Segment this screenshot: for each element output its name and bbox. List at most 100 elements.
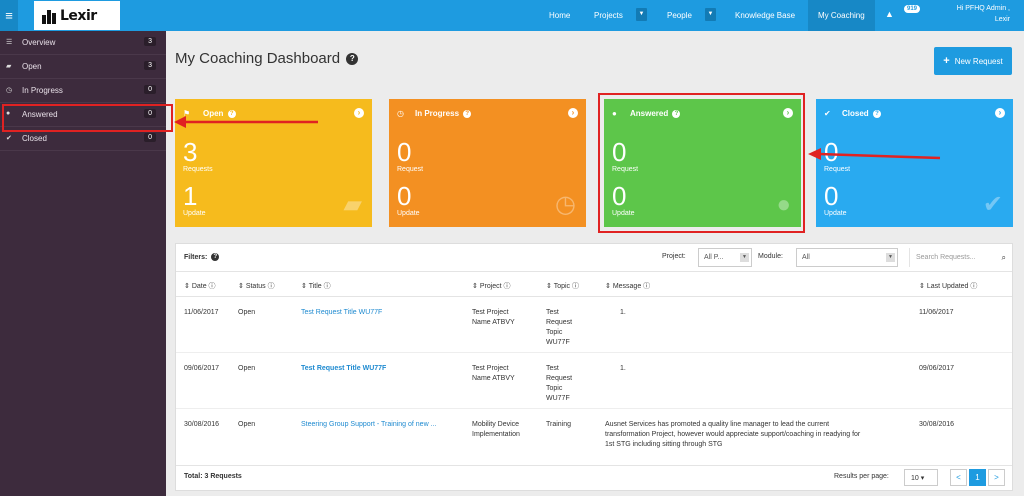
card-label-requests: Request <box>612 166 639 173</box>
total-requests: Total: 3 Requests <box>184 473 242 480</box>
new-request-label: New Request <box>954 56 1003 66</box>
cell-topic: Test Request Topic WU77F <box>546 365 573 402</box>
list-icon: ☰ <box>6 39 13 46</box>
sidebar-item-label: In Progress <box>22 86 63 95</box>
nav-people[interactable]: People <box>667 11 692 20</box>
card-count-requests: 0 <box>397 137 412 167</box>
card-arrow-icon[interactable]: › <box>568 108 578 118</box>
comment-icon: ● <box>776 191 792 218</box>
nav-my-coaching[interactable]: My Coaching <box>808 0 875 31</box>
nav-knowledge-base[interactable]: Knowledge Base <box>735 11 796 20</box>
sidebar-item-closed[interactable]: ✔ Closed 0 <box>0 127 166 151</box>
project-filter-label: Project: <box>662 253 686 260</box>
check-icon: ✔ <box>824 109 831 118</box>
module-filter-label: Module: <box>758 253 783 260</box>
cell-date: 09/06/2017 <box>184 365 220 372</box>
card-arrow-icon[interactable]: › <box>995 108 1005 118</box>
user-menu[interactable]: Hi PFHQ Admin , Lexir <box>930 3 1010 25</box>
comment-icon: ● <box>6 110 11 117</box>
cell-message: 1. <box>620 365 626 372</box>
cell-date: 11/06/2017 <box>184 309 219 316</box>
cell-title-link[interactable]: Test Request Title WU77F <box>301 309 383 316</box>
cell-title-link[interactable]: Test Request Title WU77F <box>301 365 387 372</box>
clock-icon: ◷ <box>397 109 404 118</box>
folder-icon: ▰ <box>343 191 362 218</box>
sidebar-item-label: Answered <box>22 110 58 119</box>
search-icon[interactable]: ⌕ <box>1001 253 1006 262</box>
col-header-last-updated[interactable]: ⇕ Last Updated ⓘ <box>919 283 978 290</box>
sidebar-item-count: 0 <box>144 85 156 94</box>
results-per-page-label: Results per page: <box>834 473 889 480</box>
card-arrow-icon[interactable]: › <box>354 108 364 118</box>
card-label-updates: Update <box>612 210 635 217</box>
card-in-progress[interactable]: ◷ In Progress ? › 0 Request 0 Update ◷ <box>389 99 586 227</box>
help-icon[interactable]: ? <box>346 53 359 66</box>
pagination-prev-button[interactable]: < <box>950 469 967 486</box>
row-divider <box>176 408 1012 409</box>
col-header-date[interactable]: ⇕ Date ⓘ <box>184 283 216 290</box>
new-request-button[interactable]: + New Request <box>934 47 1012 75</box>
cell-project: Test Project Name ATBVY <box>472 365 515 382</box>
col-header-status[interactable]: ⇕ Status ⓘ <box>238 283 275 290</box>
user-org: Lexir <box>994 16 1010 23</box>
chevron-down-icon: ▼ <box>886 253 895 262</box>
project-filter-select[interactable]: All P... ▼ <box>698 248 752 267</box>
results-per-page-select[interactable]: 10 ▾ <box>904 469 938 486</box>
col-header-topic[interactable]: ⇕ Topic ⓘ <box>546 283 579 290</box>
footer-divider <box>176 465 1012 466</box>
sidebar-item-answered[interactable]: ● Answered 0 <box>0 103 166 127</box>
col-header-message[interactable]: ⇕ Message ⓘ <box>605 283 651 290</box>
card-title: Closed ? <box>842 109 881 118</box>
nav-home[interactable]: Home <box>549 11 571 20</box>
sidebar-item-count: 3 <box>144 61 156 70</box>
search-input[interactable]: Search Requests... ⌕ <box>909 248 1012 267</box>
col-header-project[interactable]: ⇕ Project ⓘ <box>472 283 511 290</box>
projects-dropdown-caret-icon[interactable]: ▼ <box>636 8 647 21</box>
sidebar-item-overview[interactable]: ☰ Overview 3 <box>0 31 166 55</box>
cell-last-updated: 11/06/2017 <box>919 309 954 316</box>
card-arrow-icon[interactable]: › <box>783 108 793 118</box>
card-closed[interactable]: ✔ Closed ? › 0 Request 0 Update ✔ <box>816 99 1013 227</box>
sidebar-item-open[interactable]: ▰ Open 3 <box>0 55 166 79</box>
sidebar: ☰ Overview 3 ▰ Open 3 ◷ In Progress 0 ● … <box>0 31 166 496</box>
cell-title-link[interactable]: Steering Group Support - Training of new… <box>301 421 437 428</box>
hamburger-menu-icon[interactable]: ≡ <box>0 0 18 31</box>
brand-logo[interactable]: Lexir <box>34 1 120 30</box>
module-filter-select[interactable]: All ▼ <box>796 248 898 267</box>
project-filter-value: All P... <box>704 254 724 261</box>
plus-icon: + <box>943 55 950 67</box>
card-count-updates: 0 <box>612 181 627 211</box>
answered-highlight-box <box>2 104 173 132</box>
people-dropdown-caret-icon[interactable]: ▼ <box>705 8 716 21</box>
col-header-title[interactable]: ⇕ Title ⓘ <box>301 283 331 290</box>
alert-icon[interactable]: ▲ <box>885 9 894 19</box>
cell-last-updated: 09/06/2017 <box>919 365 955 372</box>
top-navbar: ≡ Lexir Home Projects ▼ People ▼ Knowled… <box>0 0 1024 31</box>
cell-topic: Training <box>546 421 572 428</box>
user-greeting: Hi PFHQ Admin , <box>956 5 1010 12</box>
sidebar-item-count: 3 <box>144 37 156 46</box>
row-divider <box>176 352 1012 353</box>
nav-projects[interactable]: Projects <box>594 11 623 20</box>
sidebar-item-label: Overview <box>22 38 56 47</box>
cell-status: Open <box>238 309 256 316</box>
sidebar-item-count: 0 <box>144 109 156 118</box>
brand-name: Lexir <box>60 7 97 24</box>
sidebar-item-label: Open <box>22 62 42 71</box>
sidebar-item-in-progress[interactable]: ◷ In Progress 0 <box>0 79 166 103</box>
card-label-requests: Requests <box>183 166 213 173</box>
requests-panel: Filters: ? Project: All P... ▼ Module: A… <box>175 243 1013 491</box>
card-answered[interactable]: ● Answered ? › 0 Request 0 Update ● <box>604 99 801 227</box>
filters-row: Filters: ? Project: All P... ▼ Module: A… <box>176 244 1012 272</box>
notification-badge[interactable]: 919 <box>904 5 921 13</box>
card-open[interactable]: ⚑ Open ? › 3 Requests 1 Update ▰ <box>175 99 372 227</box>
cell-status: Open <box>238 365 256 372</box>
check-icon: ✔ <box>6 135 12 142</box>
page-title-text: My Coaching Dashboard <box>175 50 341 67</box>
pagination-next-button[interactable]: > <box>988 469 1005 486</box>
cell-date: 30/08/2016 <box>184 421 220 428</box>
card-title: In Progress ? <box>415 109 472 118</box>
pagination-page-1[interactable]: 1 <box>969 469 986 486</box>
card-label-requests: Request <box>824 166 851 173</box>
cell-message: 1. <box>620 309 626 316</box>
